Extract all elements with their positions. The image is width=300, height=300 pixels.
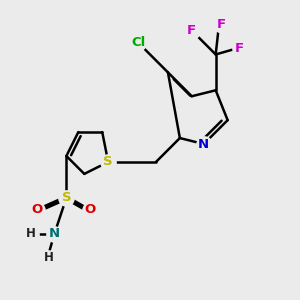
Text: F: F bbox=[217, 18, 226, 31]
Text: F: F bbox=[235, 42, 244, 55]
Text: Cl: Cl bbox=[131, 36, 145, 49]
Text: N: N bbox=[49, 227, 60, 240]
Text: H: H bbox=[26, 227, 35, 240]
Text: H: H bbox=[44, 251, 53, 264]
Text: F: F bbox=[187, 24, 196, 37]
Text: S: S bbox=[61, 191, 71, 204]
Text: N: N bbox=[198, 137, 209, 151]
Text: S: S bbox=[103, 155, 113, 168]
Text: O: O bbox=[31, 203, 42, 216]
Text: O: O bbox=[85, 203, 96, 216]
